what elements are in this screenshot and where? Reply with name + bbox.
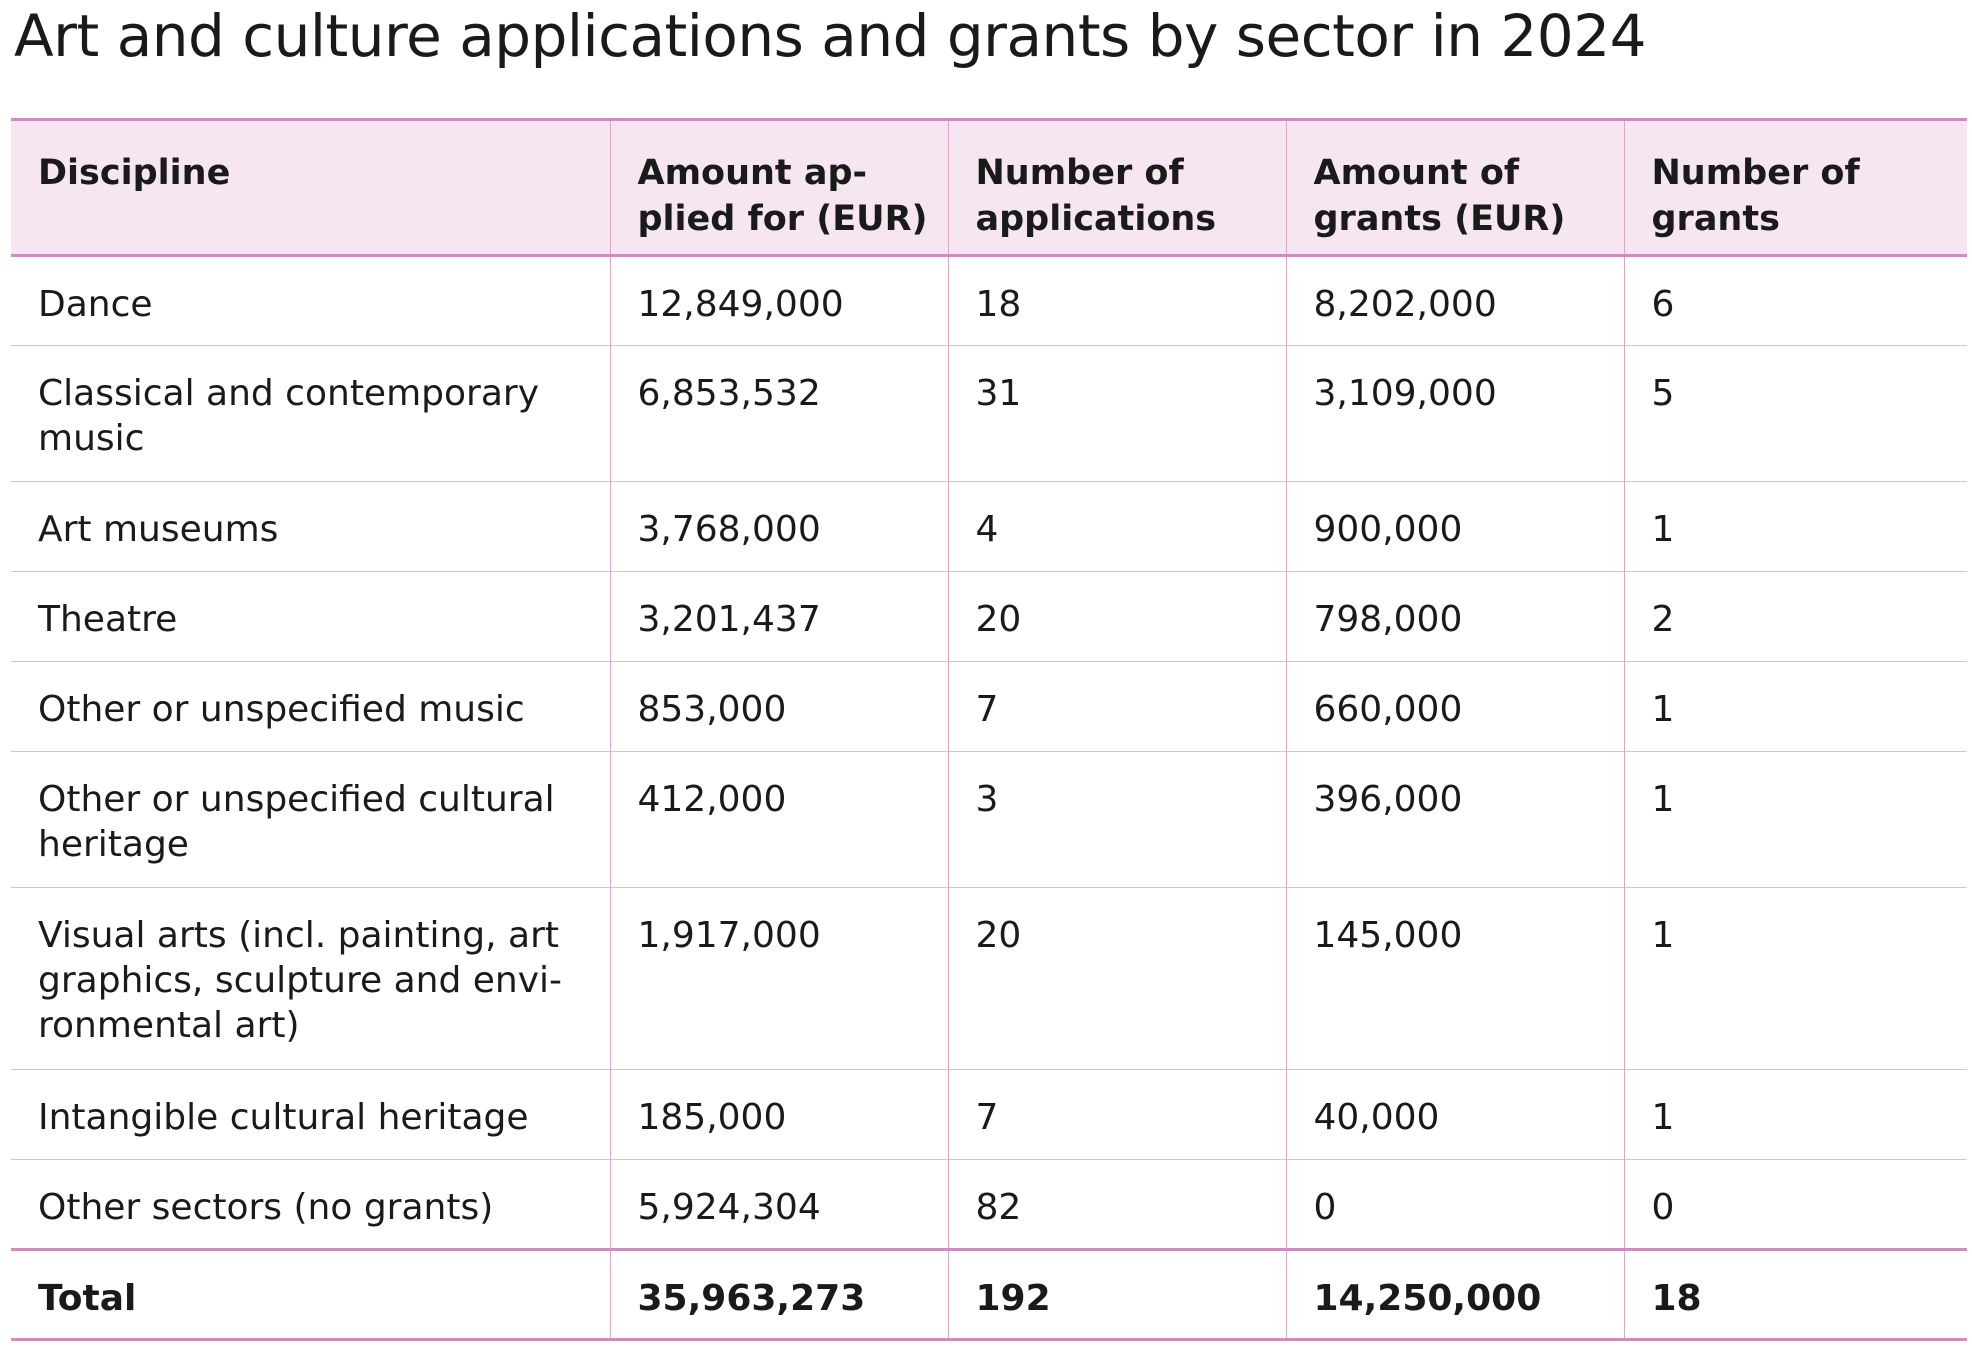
cell-amount-applied: 412,000: [609, 751, 949, 888]
table-row: Classical and contemporary music 6,853,5…: [11, 345, 1967, 482]
cell-amount-of-grants: 8,202,000: [1285, 255, 1625, 346]
cell-number-of-applications: 20: [947, 571, 1287, 662]
total-amount-of-grants: 14,250,000: [1285, 1249, 1625, 1340]
cell-amount-of-grants: 660,000: [1285, 661, 1625, 752]
table-total-row: Total 35,963,273 192 14,250,000 18: [11, 1249, 1967, 1340]
header-number-of-applications: Number of applications: [947, 119, 1287, 256]
cell-discipline: Classical and contemporary music: [11, 345, 611, 482]
cell-number-of-grants: 2: [1623, 571, 1967, 662]
cell-amount-of-grants: 40,000: [1285, 1069, 1625, 1160]
cell-amount-applied: 1,917,000: [609, 887, 949, 1070]
cell-number-of-grants: 1: [1623, 481, 1967, 572]
cell-amount-of-grants: 900,000: [1285, 481, 1625, 572]
cell-amount-applied: 5,924,304: [609, 1159, 949, 1250]
total-amount-applied: 35,963,273: [609, 1249, 949, 1340]
cell-number-of-grants: 1: [1623, 751, 1967, 888]
grants-table: Discipline Amount ap-plied for (EUR) Num…: [11, 118, 1967, 1341]
cell-discipline: Art museums: [11, 481, 611, 572]
total-number-of-grants: 18: [1623, 1249, 1967, 1340]
header-discipline: Discipline: [11, 119, 611, 256]
header-amount-applied: Amount ap-plied for (EUR): [609, 119, 949, 256]
table-row: Art museums 3,768,000 4 900,000 1: [11, 481, 1967, 572]
table-row: Dance 12,849,000 18 8,202,000 6: [11, 255, 1967, 346]
cell-number-of-grants: 1: [1623, 661, 1967, 752]
table-row: Other or unspecified music 853,000 7 660…: [11, 661, 1967, 752]
table-row: Other or unspecified cultural heritage 4…: [11, 751, 1967, 888]
cell-amount-of-grants: 145,000: [1285, 887, 1625, 1070]
cell-discipline: Intangible cultural heritage: [11, 1069, 611, 1160]
cell-amount-of-grants: 798,000: [1285, 571, 1625, 662]
cell-amount-of-grants: 3,109,000: [1285, 345, 1625, 482]
header-number-of-grants: Number of grants: [1623, 119, 1967, 256]
cell-amount-applied: 3,768,000: [609, 481, 949, 572]
cell-number-of-applications: 82: [947, 1159, 1287, 1250]
table-row: Theatre 3,201,437 20 798,000 2: [11, 571, 1967, 662]
cell-number-of-applications: 3: [947, 751, 1287, 888]
cell-amount-applied: 3,201,437: [609, 571, 949, 662]
cell-number-of-grants: 1: [1623, 887, 1967, 1070]
table-row: Intangible cultural heritage 185,000 7 4…: [11, 1069, 1967, 1160]
header-amount-of-grants: Amount of grants (EUR): [1285, 119, 1625, 256]
cell-amount-applied: 12,849,000: [609, 255, 949, 346]
total-number-of-applications: 192: [947, 1249, 1287, 1340]
cell-number-of-grants: 1: [1623, 1069, 1967, 1160]
cell-amount-applied: 853,000: [609, 661, 949, 752]
cell-amount-applied: 6,853,532: [609, 345, 949, 482]
total-label: Total: [11, 1249, 611, 1340]
cell-number-of-applications: 31: [947, 345, 1287, 482]
cell-number-of-applications: 20: [947, 887, 1287, 1070]
page-title: Art and culture applications and grants …: [14, 2, 1647, 70]
cell-number-of-grants: 6: [1623, 255, 1967, 346]
cell-amount-of-grants: 0: [1285, 1159, 1625, 1250]
cell-number-of-applications: 7: [947, 1069, 1287, 1160]
cell-number-of-applications: 7: [947, 661, 1287, 752]
cell-discipline: Other sectors (no grants): [11, 1159, 611, 1250]
cell-number-of-grants: 5: [1623, 345, 1967, 482]
cell-discipline: Other or unspecified cultural heritage: [11, 751, 611, 888]
cell-discipline: Other or unspecified music: [11, 661, 611, 752]
cell-number-of-applications: 18: [947, 255, 1287, 346]
cell-discipline: Visual arts (incl. painting, art graphic…: [11, 887, 611, 1070]
cell-discipline: Dance: [11, 255, 611, 346]
table-row: Visual arts (incl. painting, art graphic…: [11, 887, 1967, 1070]
cell-discipline: Theatre: [11, 571, 611, 662]
table-row: Other sectors (no grants) 5,924,304 82 0…: [11, 1159, 1967, 1250]
cell-amount-of-grants: 396,000: [1285, 751, 1625, 888]
cell-amount-applied: 185,000: [609, 1069, 949, 1160]
table-header-row: Discipline Amount ap-plied for (EUR) Num…: [11, 119, 1967, 256]
cell-number-of-applications: 4: [947, 481, 1287, 572]
cell-number-of-grants: 0: [1623, 1159, 1967, 1250]
